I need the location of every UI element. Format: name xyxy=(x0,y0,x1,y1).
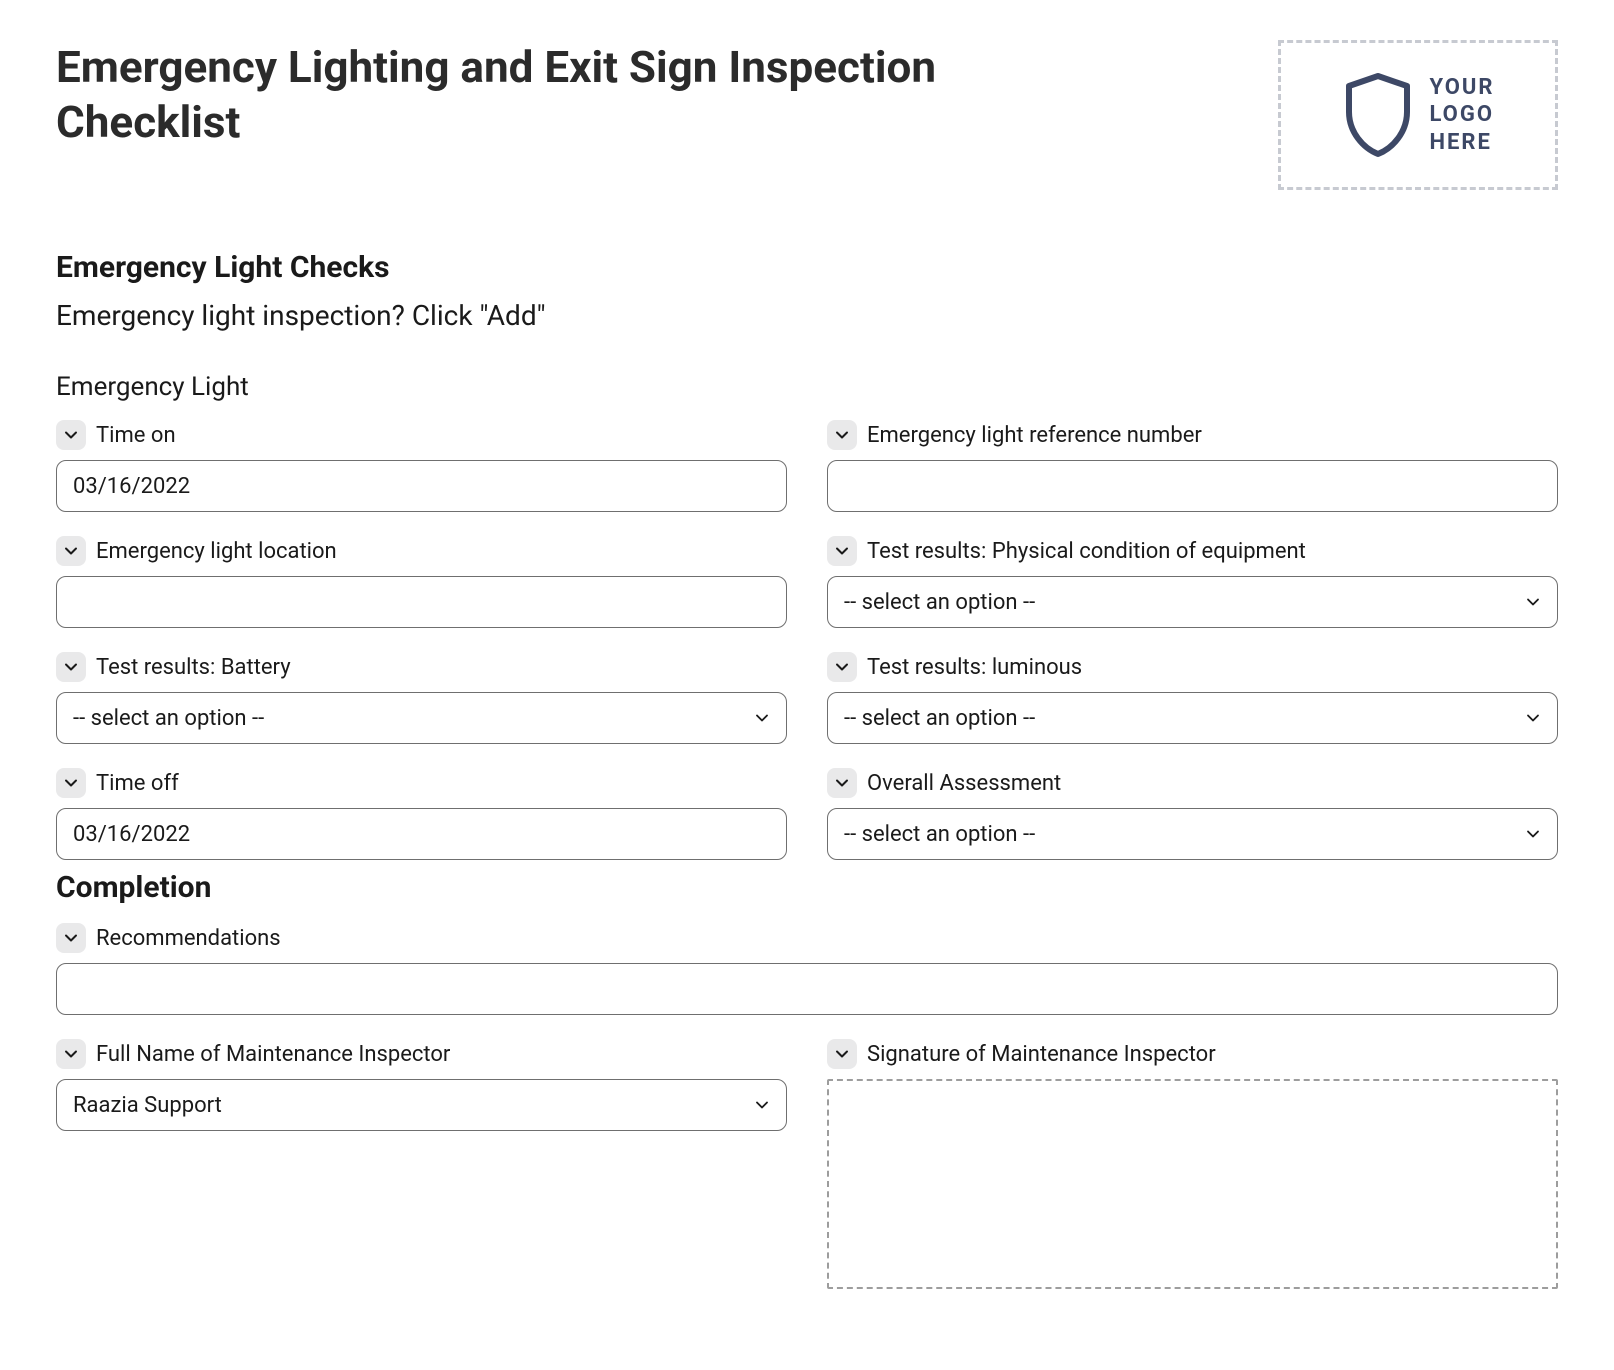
field-label: Time off xyxy=(96,771,179,796)
expand-toggle[interactable] xyxy=(56,536,86,566)
field-label: Emergency light location xyxy=(96,539,337,564)
chevron-down-icon xyxy=(1525,710,1541,726)
select-value: -- select an option -- xyxy=(844,822,1035,847)
chevron-down-icon xyxy=(64,544,78,558)
select-value: -- select an option -- xyxy=(73,706,264,731)
inspector-name-select[interactable]: Raazia Support xyxy=(56,1079,787,1131)
field-label: Test results: luminous xyxy=(867,655,1082,680)
chevron-down-icon xyxy=(64,931,78,945)
chevron-down-icon xyxy=(754,1097,770,1113)
field-label: Test results: Physical condition of equi… xyxy=(867,539,1306,564)
time-off-input[interactable] xyxy=(56,808,787,860)
section-title-checks: Emergency Light Checks xyxy=(56,250,1558,285)
select-value: -- select an option -- xyxy=(844,706,1035,731)
chevron-down-icon xyxy=(835,776,849,790)
field-luminous: Test results: luminous -- select an opti… xyxy=(827,652,1558,744)
field-label: Test results: Battery xyxy=(96,655,291,680)
shield-icon xyxy=(1341,72,1415,158)
chevron-down-icon xyxy=(835,428,849,442)
logo-text-line: HERE xyxy=(1429,129,1494,157)
chevron-down-icon xyxy=(64,428,78,442)
time-on-input[interactable] xyxy=(56,460,787,512)
form-grid-completion: Recommendations Full Name of Maintenance… xyxy=(56,923,1558,1289)
location-input[interactable] xyxy=(56,576,787,628)
field-recommendations: Recommendations xyxy=(56,923,1558,1015)
chevron-down-icon xyxy=(835,1047,849,1061)
field-label: Emergency light reference number xyxy=(867,423,1202,448)
field-battery: Test results: Battery -- select an optio… xyxy=(56,652,787,744)
expand-toggle[interactable] xyxy=(56,1039,86,1069)
chevron-down-icon xyxy=(64,660,78,674)
expand-toggle[interactable] xyxy=(827,536,857,566)
chevron-down-icon xyxy=(835,544,849,558)
chevron-down-icon xyxy=(64,776,78,790)
chevron-down-icon xyxy=(64,1047,78,1061)
expand-toggle[interactable] xyxy=(827,1039,857,1069)
field-label: Overall Assessment xyxy=(867,771,1061,796)
expand-toggle[interactable] xyxy=(56,923,86,953)
select-value: Raazia Support xyxy=(73,1093,222,1118)
field-label: Signature of Maintenance Inspector xyxy=(867,1042,1216,1067)
expand-toggle[interactable] xyxy=(827,652,857,682)
chevron-down-icon xyxy=(835,660,849,674)
recommendations-input[interactable] xyxy=(56,963,1558,1015)
expand-toggle[interactable] xyxy=(56,420,86,450)
field-location: Emergency light location xyxy=(56,536,787,628)
chevron-down-icon xyxy=(1525,594,1541,610)
page-title: Emergency Lighting and Exit Sign Inspect… xyxy=(56,40,1056,150)
header: Emergency Lighting and Exit Sign Inspect… xyxy=(56,40,1558,190)
field-label: Recommendations xyxy=(96,926,281,951)
logo-text-line: YOUR xyxy=(1429,74,1494,102)
field-physical: Test results: Physical condition of equi… xyxy=(827,536,1558,628)
chevron-down-icon xyxy=(1525,826,1541,842)
select-value: -- select an option -- xyxy=(844,590,1035,615)
field-label: Full Name of Maintenance Inspector xyxy=(96,1042,450,1067)
expand-toggle[interactable] xyxy=(56,768,86,798)
ref-number-input[interactable] xyxy=(827,460,1558,512)
luminous-select[interactable]: -- select an option -- xyxy=(827,692,1558,744)
form-grid-checks: Time on Emergency light reference number… xyxy=(56,420,1558,860)
field-time-off: Time off xyxy=(56,768,787,860)
field-label: Time on xyxy=(96,423,176,448)
section-subtitle: Emergency light inspection? Click "Add" xyxy=(56,299,1558,332)
group-heading: Emergency Light xyxy=(56,372,1558,402)
expand-toggle[interactable] xyxy=(827,420,857,450)
battery-select[interactable]: -- select an option -- xyxy=(56,692,787,744)
expand-toggle[interactable] xyxy=(56,652,86,682)
expand-toggle[interactable] xyxy=(827,768,857,798)
overall-select[interactable]: -- select an option -- xyxy=(827,808,1558,860)
field-ref-number: Emergency light reference number xyxy=(827,420,1558,512)
section-title-completion: Completion xyxy=(56,870,1558,905)
field-inspector-name: Full Name of Maintenance Inspector Raazi… xyxy=(56,1039,787,1289)
field-overall: Overall Assessment -- select an option -… xyxy=(827,768,1558,860)
logo-text-line: LOGO xyxy=(1429,101,1494,129)
field-signature: Signature of Maintenance Inspector xyxy=(827,1039,1558,1289)
logo-placeholder: YOUR LOGO HERE xyxy=(1278,40,1558,190)
physical-select[interactable]: -- select an option -- xyxy=(827,576,1558,628)
signature-canvas[interactable] xyxy=(827,1079,1558,1289)
field-time-on: Time on xyxy=(56,420,787,512)
chevron-down-icon xyxy=(754,710,770,726)
logo-text: YOUR LOGO HERE xyxy=(1429,74,1494,157)
